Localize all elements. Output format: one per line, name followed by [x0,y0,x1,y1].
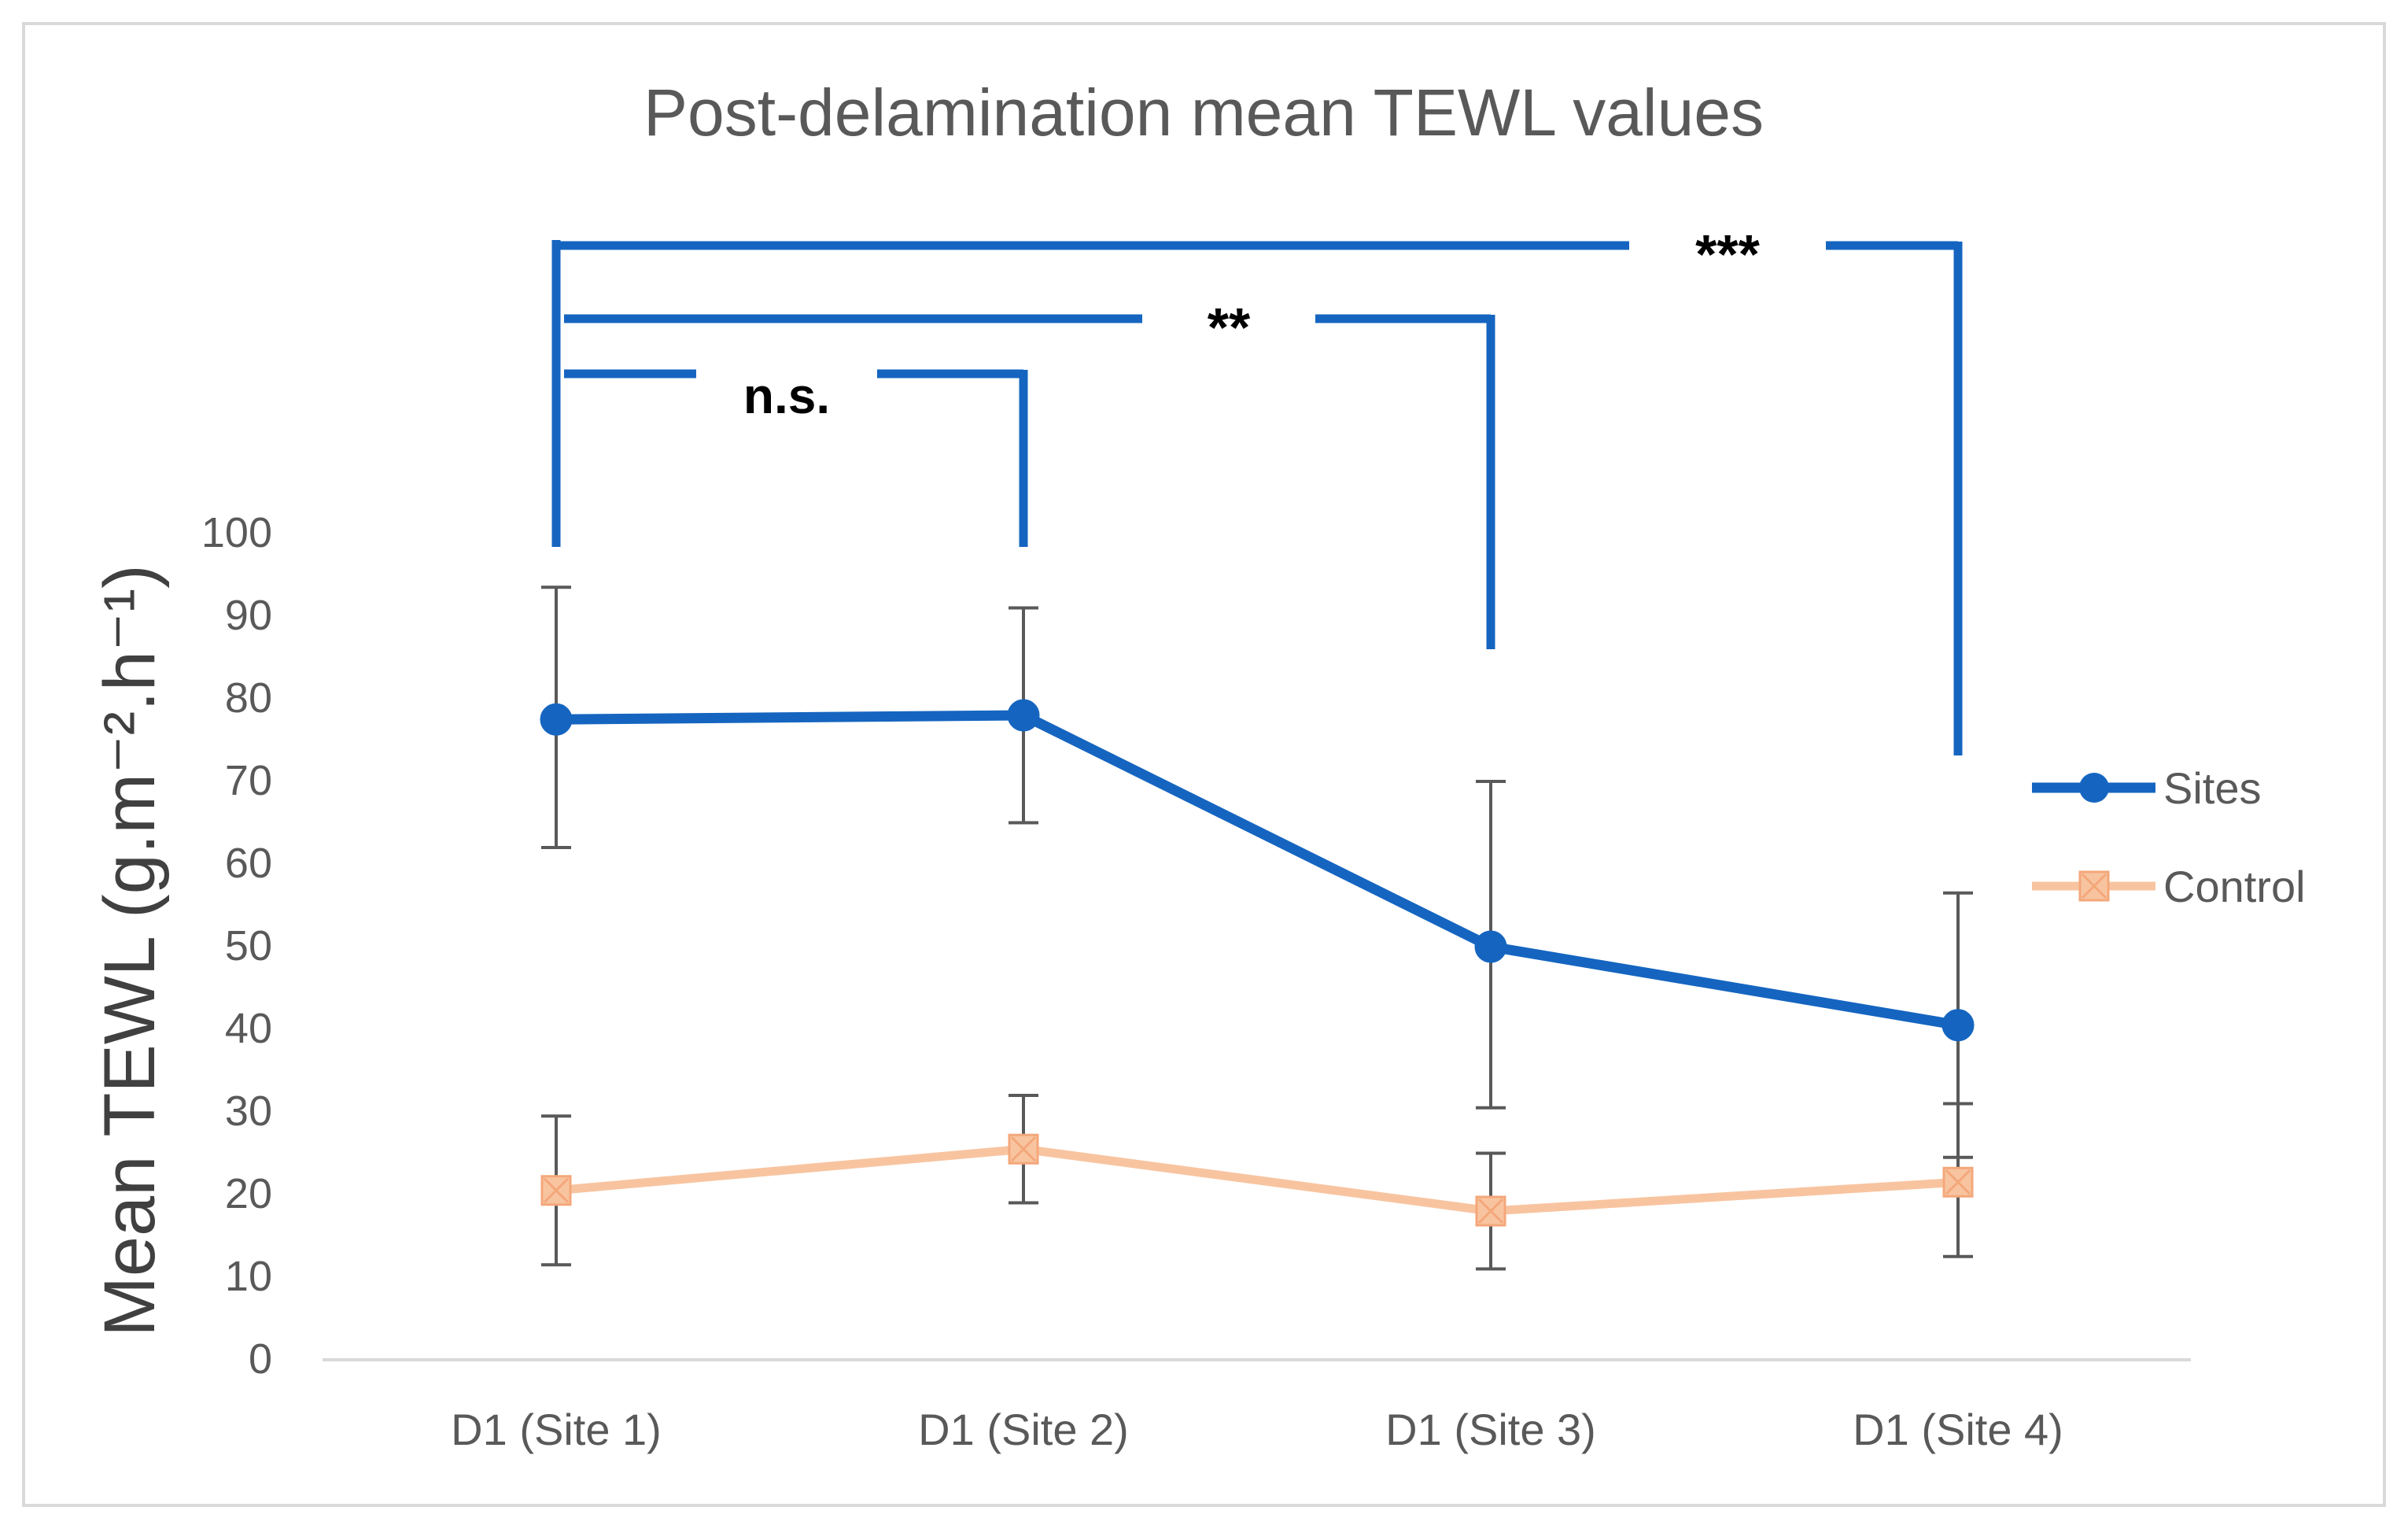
data-point-cross [1010,1136,1037,1162]
y-tick-label: 30 [225,1088,272,1135]
y-tick-label: 90 [225,592,272,639]
x-tick-label: D1 (Site 3) [1385,1405,1596,1454]
data-point-cross [1945,1169,1971,1195]
data-point [1007,699,1040,732]
y-tick-label: 10 [225,1253,272,1300]
y-tick-label: 20 [225,1170,272,1217]
y-axis-label: Mean TEWL (g.m⁻².h⁻¹) [90,564,170,1337]
series-line-sites [555,710,1960,1031]
series-line-control [555,1144,1959,1216]
data-point-cross [1477,1198,1504,1224]
y-tick-label: 80 [225,674,272,722]
plot-area: 0 10 20 30 40 50 60 70 80 90 100 D1 (Site 1) D1 (Sit… [201,223,2306,1454]
y-tick-label: 60 [225,840,272,887]
y-tick-label: 50 [225,922,272,969]
chart-frame [22,22,2386,1507]
legend-marker [2079,773,2109,803]
significance-label: *** [1695,223,1760,285]
data-point [540,703,573,736]
y-tick-label: 0 [249,1335,272,1383]
legend-label: Sites [2163,763,2262,813]
x-tick-label: D1 (Site 2) [918,1405,1129,1454]
data-point-cross [543,1177,570,1203]
legend-marker-cross [2081,873,2107,899]
chart-title: Post-delamination mean TEWL values [643,76,1764,150]
y-tick-label: 100 [201,509,272,556]
data-point [1942,1009,1975,1042]
significance-label: n.s. [743,367,830,424]
x-tick-label: D1 (Site 4) [1853,1405,2063,1454]
y-tick-label: 70 [225,757,272,804]
data-point [1474,930,1507,963]
y-tick-label: 40 [225,1005,272,1052]
legend-label: Control [2163,862,2306,911]
x-tick-label: D1 (Site 1) [451,1405,662,1454]
significance-label: ** [1208,297,1251,358]
